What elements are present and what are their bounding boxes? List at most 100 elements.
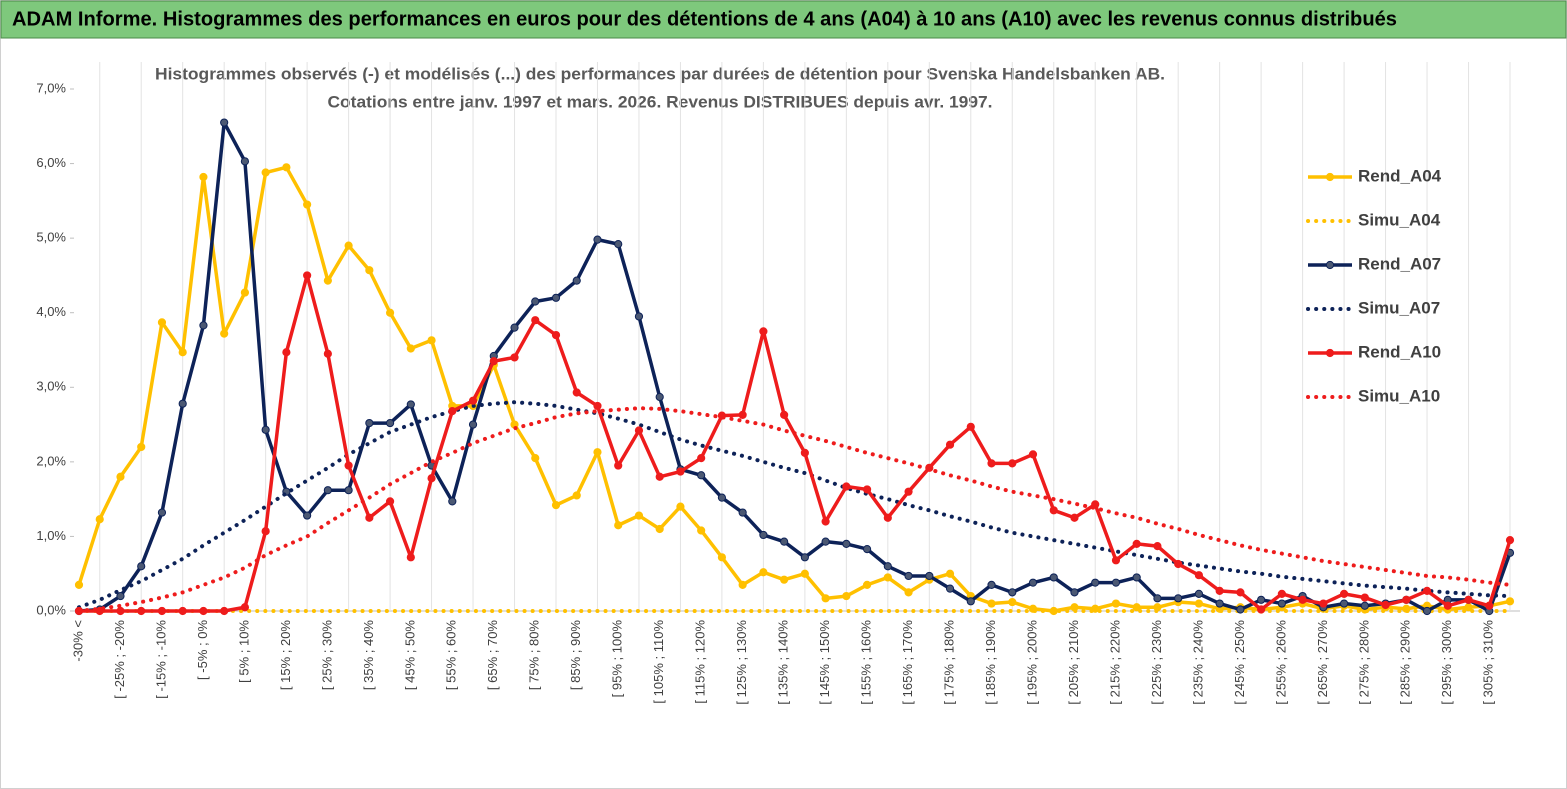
point xyxy=(676,467,685,476)
point xyxy=(1194,589,1204,598)
point xyxy=(634,511,644,520)
point xyxy=(365,513,374,522)
point xyxy=(634,312,644,321)
point xyxy=(572,491,581,500)
x-tick-label: [ 165% ; 170% xyxy=(900,620,915,705)
y-tick-label: 7,0% xyxy=(36,80,66,95)
x-tick-label: [ 115% ; 120% xyxy=(693,620,708,704)
point xyxy=(344,461,353,470)
point xyxy=(1277,589,1286,598)
point xyxy=(531,316,540,325)
point xyxy=(344,241,353,250)
point xyxy=(220,606,229,616)
x-tick-label: [ 305% ; 310% xyxy=(1481,620,1496,705)
x-tick-label: [ 195% ; 200% xyxy=(1024,620,1039,705)
point xyxy=(448,407,457,416)
point xyxy=(303,200,312,209)
x-tick-label: [ 95% ; 100% xyxy=(610,620,625,698)
point xyxy=(427,474,436,483)
point xyxy=(655,392,664,402)
x-tick-label: [ -15% ; -10% xyxy=(153,620,168,699)
x-tick-label: [ 285% ; 290% xyxy=(1398,620,1413,705)
chart-subtitle: Cotations entre janv. 1997 et mars. 2026… xyxy=(328,92,993,111)
point xyxy=(780,537,789,546)
x-tick-label: [ 155% ; 160% xyxy=(859,620,874,705)
y-tick-label: 3,0% xyxy=(36,379,66,394)
point xyxy=(1070,588,1079,597)
legend-label: Simu_A04 xyxy=(1358,210,1441,229)
point xyxy=(1174,559,1183,569)
legend-marker xyxy=(1325,348,1335,358)
point xyxy=(1111,578,1121,587)
legend-marker xyxy=(1325,172,1335,182)
x-tick-label: -30% < xyxy=(70,620,85,662)
point xyxy=(406,553,415,562)
point xyxy=(551,501,561,510)
point xyxy=(572,388,581,397)
point xyxy=(780,410,789,419)
series-line xyxy=(77,165,1511,613)
point xyxy=(738,410,747,419)
point xyxy=(1091,578,1100,587)
point xyxy=(1381,600,1390,610)
point xyxy=(904,588,913,597)
point xyxy=(821,517,830,526)
point xyxy=(531,297,540,306)
point xyxy=(261,425,270,434)
point xyxy=(1153,542,1162,551)
x-tick-label: [ 215% ; 220% xyxy=(1107,620,1122,705)
point xyxy=(759,530,768,540)
point xyxy=(1215,586,1224,595)
point xyxy=(199,321,208,330)
point xyxy=(137,606,146,616)
point xyxy=(676,502,685,511)
x-tick-label: [ 85% ; 90% xyxy=(568,620,583,691)
x-tick-label: [ 135% ; 140% xyxy=(776,620,791,705)
point xyxy=(1215,599,1224,608)
point xyxy=(1298,595,1307,604)
point xyxy=(759,327,768,336)
point xyxy=(1339,599,1349,608)
point xyxy=(800,569,809,578)
point xyxy=(157,606,167,616)
chart-title: Histogrammes observés (-) et modélisés (… xyxy=(155,64,1165,83)
point xyxy=(240,157,250,166)
point xyxy=(1422,586,1432,595)
point xyxy=(1360,601,1369,610)
point xyxy=(448,497,457,506)
legend-label: Rend_A07 xyxy=(1358,254,1441,273)
point xyxy=(1008,588,1017,597)
y-tick-label: 6,0% xyxy=(36,155,66,170)
point xyxy=(883,513,892,522)
point xyxy=(261,168,270,177)
point xyxy=(178,606,187,616)
point xyxy=(862,485,872,494)
point xyxy=(303,511,312,520)
x-tick-label: [ 255% ; 260% xyxy=(1273,620,1288,705)
y-tick-label: 5,0% xyxy=(36,230,66,245)
point xyxy=(1008,597,1017,607)
point xyxy=(987,580,996,590)
point xyxy=(1236,605,1245,614)
point xyxy=(593,401,602,411)
point xyxy=(717,493,727,502)
point xyxy=(697,454,706,463)
point xyxy=(1339,589,1349,598)
y-tick-label: 1,0% xyxy=(36,528,66,543)
legend-label: Rend_A04 xyxy=(1358,166,1442,185)
legend-label: Simu_A07 xyxy=(1358,298,1440,317)
x-tick-label: [ 125% ; 130% xyxy=(734,620,749,705)
point xyxy=(821,537,830,546)
point xyxy=(1464,595,1473,604)
point xyxy=(821,594,830,603)
x-tick-label: [ 65% ; 70% xyxy=(485,620,500,691)
x-tick-label: [ 275% ; 280% xyxy=(1356,620,1371,705)
point xyxy=(385,308,395,317)
point xyxy=(883,573,892,582)
x-tick-label: [ 145% ; 150% xyxy=(817,620,832,705)
point xyxy=(904,571,913,581)
legend-label: Simu_A10 xyxy=(1358,386,1440,405)
point xyxy=(1049,573,1058,582)
x-tick-label: [ 25% ; 30% xyxy=(319,620,334,691)
